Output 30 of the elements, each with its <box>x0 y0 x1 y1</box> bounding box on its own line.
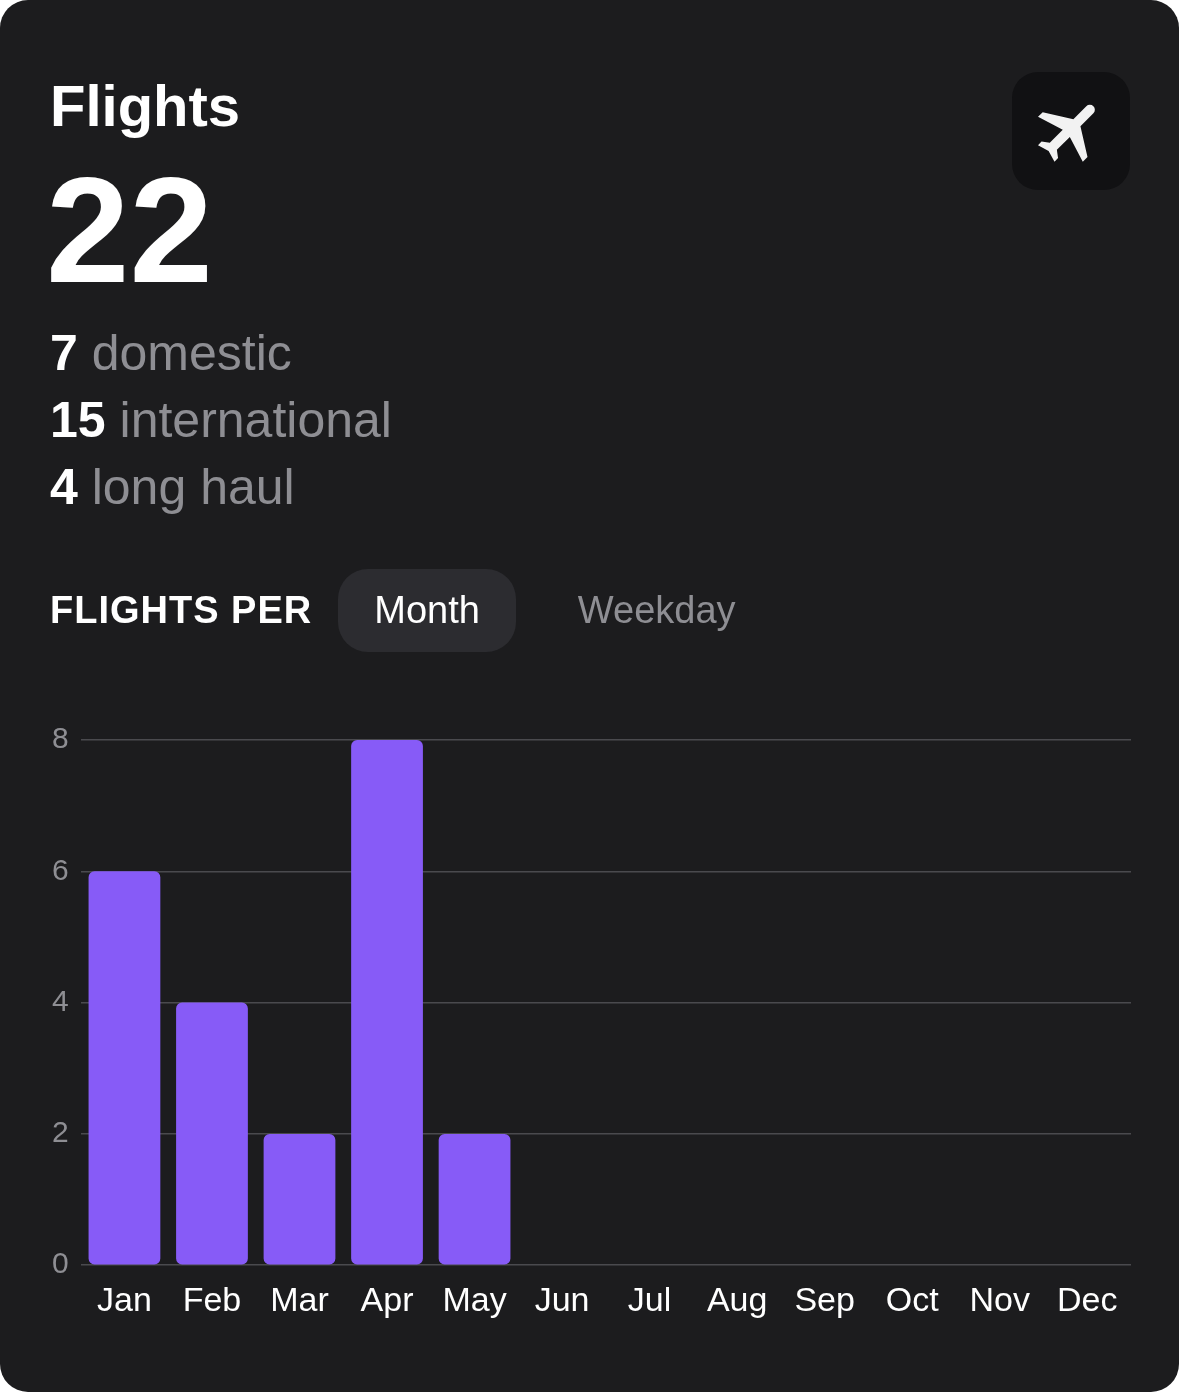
bar <box>263 1133 336 1265</box>
x-tick-label: Jul <box>627 1279 672 1318</box>
x-tick-label: Jan <box>97 1279 152 1318</box>
text: Month <box>338 568 516 652</box>
x-tick-label: Mar <box>270 1279 329 1318</box>
chart-title: Flights <box>50 72 241 139</box>
x-tick-label: Oct <box>885 1279 940 1318</box>
y-tick-label: 2 <box>52 1115 69 1149</box>
x-tick-label: May <box>442 1279 507 1318</box>
x-tick-label: Jun <box>534 1279 590 1318</box>
x-tick-label: Nov <box>969 1279 1030 1318</box>
bar <box>176 1002 248 1265</box>
y-tick-label: 0 <box>52 1246 69 1280</box>
bar <box>438 1133 511 1265</box>
bar <box>351 740 423 1265</box>
x-tick-label: Feb <box>182 1279 242 1318</box>
x-tick-label: Sep <box>794 1279 855 1318</box>
x-tick-label: Dec <box>1057 1279 1118 1318</box>
y-tick-label: 4 <box>52 983 69 1017</box>
chart-subtitle: 22 <box>46 146 213 314</box>
bar <box>88 871 161 1265</box>
text: 4 long haul <box>50 459 295 515</box>
y-tick-label: 8 <box>52 721 69 755</box>
x-tick-label: Apr <box>360 1279 414 1318</box>
text: FLIGHTS PER <box>50 588 313 632</box>
text: 15 international <box>50 392 392 448</box>
y-tick-label: 6 <box>52 852 69 886</box>
text: 7 domestic <box>50 325 292 381</box>
text: Weekday <box>577 588 736 632</box>
x-tick-label: Aug <box>706 1279 768 1318</box>
